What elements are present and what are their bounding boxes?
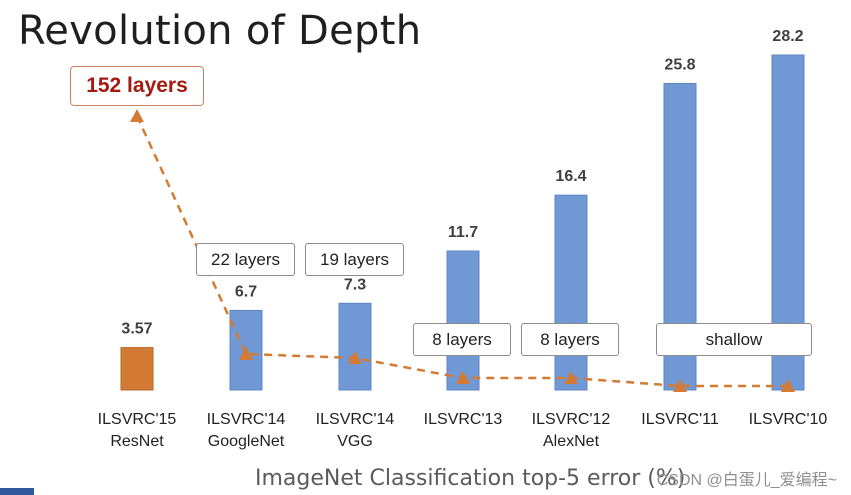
bar-5 — [554, 194, 588, 391]
watermark: CSDN @白蛋儿_爱编程~ — [656, 472, 837, 489]
callout-ilsvrc13-layers: 8 layers — [413, 323, 511, 356]
bar-value-label-1: 3.57 — [121, 321, 152, 338]
x-tick-sublabel-5: AlexNet — [543, 433, 600, 450]
x-tick-label-2: ILSVRC'14 — [207, 411, 286, 428]
bar-value-label-6: 25.8 — [664, 57, 695, 74]
slide-title: Revolution of Depth — [18, 8, 422, 54]
bar-2 — [229, 309, 263, 391]
x-tick-label-5: ILSVRC'12 — [532, 411, 611, 428]
highlight-callout-152-layers: 152 layers — [70, 66, 204, 106]
x-tick-label-3: ILSVRC'14 — [316, 411, 395, 428]
bar-4 — [446, 250, 480, 391]
trend-marker-5 — [564, 371, 578, 384]
bar-value-label-7: 28.2 — [772, 28, 803, 45]
trend-marker-4 — [456, 371, 470, 384]
bar-value-label-2: 6.7 — [235, 283, 257, 300]
trend-marker-6 — [673, 379, 687, 392]
callout-vgg-layers: 19 layers — [305, 243, 404, 276]
callout-alexnet-layers: 8 layers — [521, 323, 619, 356]
x-tick-label-1: ILSVRC'15 — [98, 411, 177, 428]
chart-caption: ImageNet Classification top-5 error (%) — [255, 466, 686, 491]
x-tick-label-4: ILSVRC'13 — [424, 411, 503, 428]
bar-value-label-3: 7.3 — [344, 276, 366, 293]
corner-logo — [0, 488, 34, 495]
trend-marker-1 — [130, 109, 144, 122]
x-tick-label-6: ILSVRC'11 — [641, 411, 719, 428]
callout-googlenet-layers: 22 layers — [196, 243, 295, 276]
trend-marker-7 — [781, 379, 795, 392]
callout-shallow: shallow — [656, 323, 812, 356]
trend-marker-2 — [239, 347, 253, 360]
x-tick-label-7: ILSVRC'10 — [749, 411, 828, 428]
bar-3 — [338, 302, 372, 391]
x-tick-sublabel-1: ResNet — [110, 433, 164, 450]
trend-marker-3 — [348, 351, 362, 364]
bar-value-label-4: 11.7 — [448, 224, 478, 241]
x-tick-sublabel-3: VGG — [337, 433, 373, 450]
bar-1 — [120, 347, 154, 391]
bar-value-label-5: 16.4 — [555, 168, 586, 185]
x-tick-sublabel-2: GoogleNet — [208, 433, 285, 450]
